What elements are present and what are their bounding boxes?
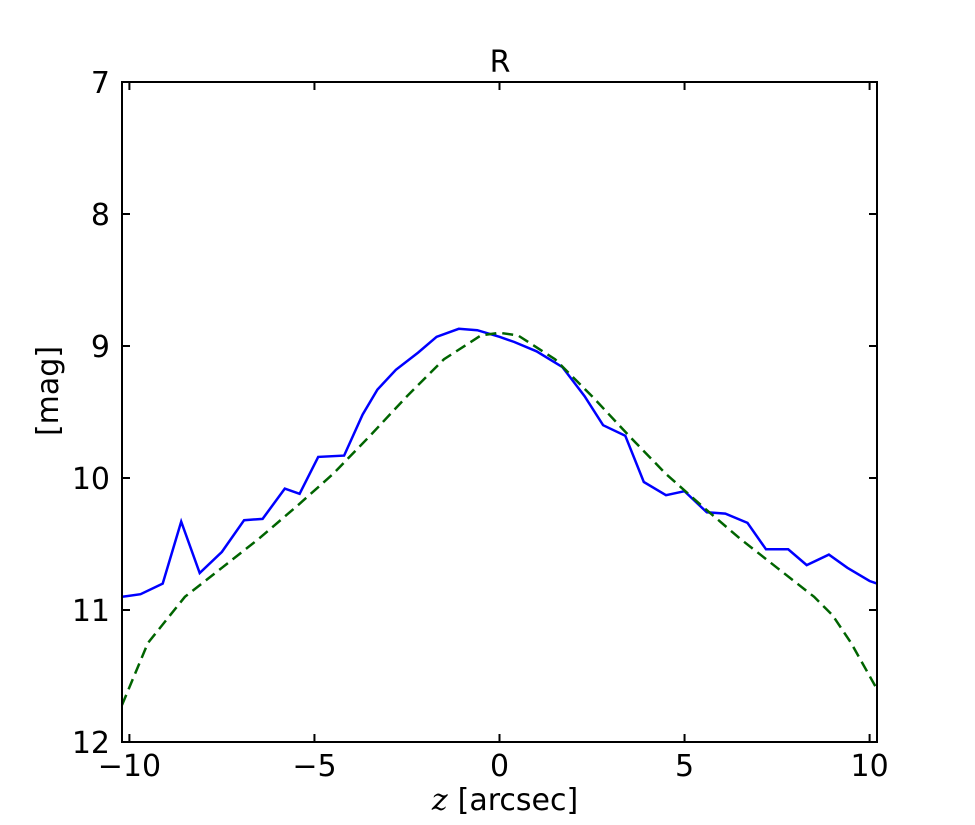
x-tick-label-1: −5 [292, 749, 336, 784]
series-line-1 [122, 327, 877, 599]
y-tick-label-2: 9 [91, 330, 110, 365]
x-axis-label: z [arcsec] [431, 783, 578, 818]
series-line-2 [122, 331, 877, 706]
y-tick-label-4: 11 [72, 594, 110, 629]
x-axis-unit: [arcsec] [458, 783, 579, 818]
y-tick-label-3: 10 [72, 462, 110, 497]
x-tick-label-0: −10 [98, 749, 161, 784]
y-tick-label-0: 7 [91, 66, 110, 101]
chart-title: R [490, 45, 511, 80]
y-tick-label-5: 12 [72, 726, 110, 761]
series-layer [122, 327, 877, 706]
x-tick-label-3: 5 [675, 749, 694, 784]
x-tick-label-2: 0 [490, 749, 509, 784]
ticks-layer: −10 −5 0 5 10 7 8 9 10 11 12 [72, 66, 889, 784]
x-tick-label-4: 10 [851, 749, 889, 784]
y-axis-label: [mag] [31, 346, 66, 436]
plot-frame [121, 81, 878, 743]
x-axis-variable: z [431, 783, 448, 818]
y-tick-label-1: 8 [91, 198, 110, 233]
